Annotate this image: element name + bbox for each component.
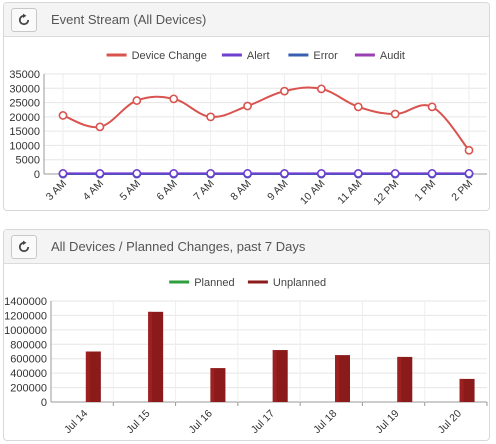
data-point (464, 145, 474, 155)
x-tick-label: 12 PM (371, 178, 401, 208)
x-tick-label: 1 PM (412, 178, 438, 204)
bar-highlight (210, 368, 215, 402)
data-point (427, 102, 437, 112)
data-point (243, 169, 252, 178)
y-tick-label: 800000 (10, 339, 47, 351)
series-line (62, 86, 470, 151)
y-tick-label: 0 (34, 169, 40, 181)
legend-label: Planned (194, 277, 234, 289)
x-tick-label: 7 AM (191, 178, 216, 203)
planned-changes-bar-chart: Planned Unplanned 0 200000 400000 600000 80000… (4, 277, 488, 436)
legend-label: Audit (380, 50, 405, 62)
y-tick-label: 10000 (9, 140, 40, 152)
data-point (316, 84, 326, 94)
data-point (427, 169, 437, 178)
data-point (58, 111, 68, 120)
data-point (206, 112, 216, 122)
y-tick-label: 1400000 (4, 296, 47, 308)
data-point (316, 169, 326, 178)
y-tick-label: 1000000 (4, 325, 47, 337)
x-tick-label: 2 PM (449, 178, 475, 204)
legend-label: Device Change (132, 50, 207, 62)
x-tick-label: Jul 18 (311, 408, 339, 436)
data-point (390, 169, 400, 178)
bar-highlight (272, 350, 277, 402)
data-point (206, 169, 216, 178)
y-tick-label: 20000 (9, 112, 40, 124)
refresh-icon (18, 13, 30, 25)
planned-changes-chart: Planned Unplanned 0 200000 400000 600000 80000… (4, 264, 489, 440)
event-stream-line-chart: Device Change Alert Error Audit 0 5000 10000 15… (9, 50, 487, 208)
refresh-button[interactable] (11, 234, 37, 259)
y-tick-label: 35000 (9, 69, 40, 81)
panel-title: All Devices / Planned Changes, past 7 Da… (51, 239, 306, 254)
data-point (280, 86, 289, 96)
x-tick-label: 4 AM (81, 178, 106, 203)
bar-highlight (459, 378, 464, 402)
data-point (243, 101, 252, 111)
y-tick-label: 5000 (16, 155, 40, 167)
y-tick-label: 25000 (9, 98, 40, 110)
x-tick-label: 9 AM (265, 178, 290, 203)
x-tick-label: 5 AM (118, 178, 143, 203)
panel-header: All Devices / Planned Changes, past 7 Da… (4, 230, 489, 264)
data-point (132, 169, 142, 178)
event-stream-chart: Device Change Alert Error Audit 0 5000 10000 15… (4, 37, 489, 210)
data-point (95, 122, 105, 132)
y-tick-label: 200000 (10, 383, 47, 395)
data-point (464, 169, 474, 178)
data-point (353, 169, 363, 178)
y-tick-label: 1200000 (4, 310, 47, 322)
x-tick-label: 8 AM (228, 178, 253, 203)
data-point (169, 169, 179, 178)
data-point (95, 169, 105, 178)
x-tick-label: Jul 16 (187, 408, 215, 436)
y-tick-label: 30000 (9, 83, 40, 95)
x-tick-label: 6 AM (154, 178, 179, 203)
data-point (390, 109, 400, 119)
y-tick-label: 15000 (9, 126, 40, 138)
panel-header: Event Stream (All Devices) (4, 3, 489, 37)
x-tick-label: Jul 19 (373, 408, 401, 436)
refresh-button[interactable] (11, 7, 37, 32)
x-tick-label: Jul 15 (124, 408, 152, 436)
legend-label: Alert (247, 50, 270, 62)
x-tick-label: 11 AM (335, 178, 364, 207)
bar-highlight (148, 311, 153, 402)
y-tick-label: 400000 (10, 368, 47, 380)
panel-title: Event Stream (All Devices) (51, 12, 207, 27)
y-tick-label: 600000 (10, 354, 47, 366)
data-point (353, 102, 363, 112)
refresh-icon (18, 240, 30, 252)
data-point (58, 169, 68, 178)
legend-label: Unplanned (273, 277, 326, 289)
x-tick-label: 10 AM (298, 178, 328, 208)
x-tick-label: Jul 20 (436, 408, 464, 436)
y-tick-label: 0 (41, 397, 47, 409)
bar-highlight (334, 355, 339, 402)
x-tick-label: Jul 17 (249, 408, 277, 436)
bar-highlight (397, 356, 402, 402)
data-point (132, 96, 142, 105)
planned-changes-panel: All Devices / Planned Changes, past 7 Da… (3, 229, 490, 441)
data-point (280, 169, 289, 178)
legend-label: Error (313, 50, 338, 62)
x-tick-label: 3 AM (44, 178, 69, 203)
event-stream-panel: Event Stream (All Devices) Device Change… (3, 2, 490, 211)
x-tick-label: Jul 14 (62, 408, 90, 436)
data-point (169, 94, 179, 104)
bar-highlight (85, 351, 90, 402)
